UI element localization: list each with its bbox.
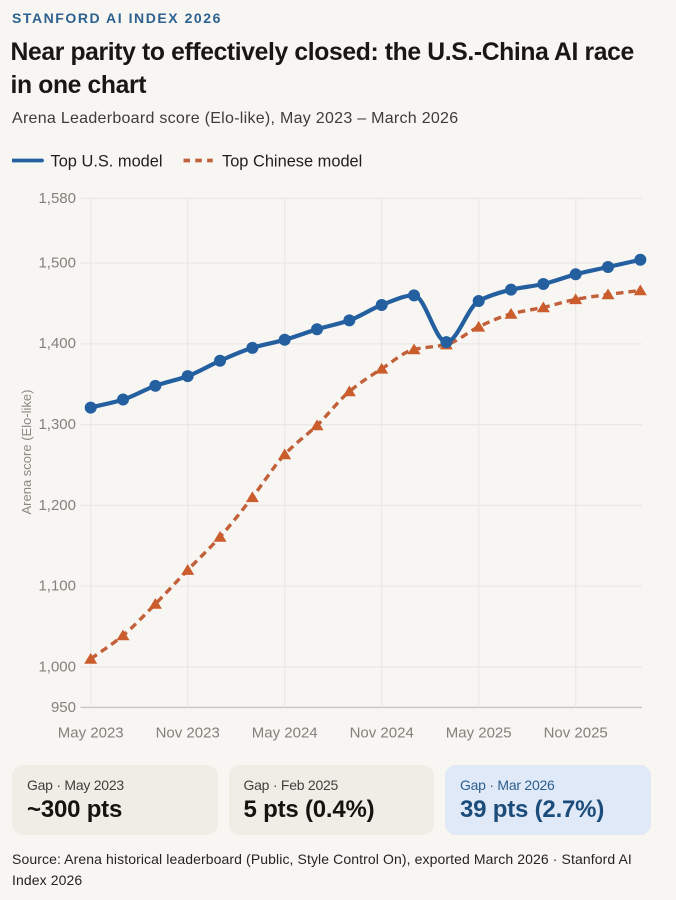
- svg-text:May 2023: May 2023: [58, 725, 124, 742]
- svg-text:May 2025: May 2025: [446, 725, 512, 742]
- svg-text:Arena score (Elo-like): Arena score (Elo-like): [19, 390, 34, 515]
- svg-text:Top Chinese model: Top Chinese model: [222, 152, 362, 170]
- svg-text:1,100: 1,100: [38, 578, 76, 595]
- svg-text:1,500: 1,500: [38, 254, 76, 271]
- svg-text:1,300: 1,300: [38, 416, 76, 433]
- svg-text:Top U.S. model: Top U.S. model: [51, 152, 163, 170]
- svg-text:1,400: 1,400: [38, 335, 76, 352]
- svg-text:Nov 2023: Nov 2023: [156, 725, 220, 742]
- svg-text:Nov 2025: Nov 2025: [544, 725, 608, 742]
- svg-text:950: 950: [51, 699, 76, 716]
- svg-text:Nov 2024: Nov 2024: [350, 725, 414, 742]
- svg-text:1,200: 1,200: [38, 497, 76, 514]
- svg-text:1,580: 1,580: [38, 190, 76, 207]
- svg-text:May 2024: May 2024: [252, 725, 318, 742]
- svg-text:1,000: 1,000: [38, 658, 76, 675]
